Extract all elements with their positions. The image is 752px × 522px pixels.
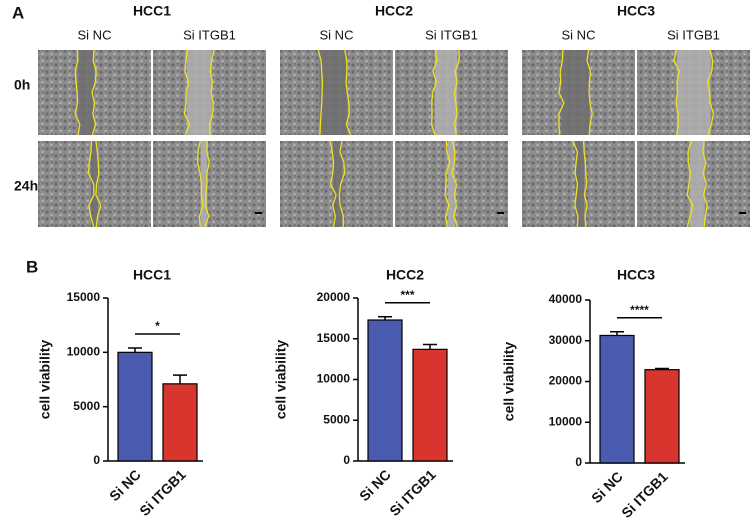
wound-gap bbox=[186, 50, 212, 135]
wound-gap bbox=[91, 141, 98, 227]
panel-label: A bbox=[12, 3, 24, 22]
column-label: Si ITGB1 bbox=[667, 27, 720, 42]
wound-edge bbox=[702, 140, 708, 228]
y-axis-label: cell viability bbox=[501, 342, 517, 422]
error-bar bbox=[610, 331, 624, 336]
wound-edge bbox=[444, 140, 451, 228]
bar bbox=[367, 319, 403, 462]
y-tick-label: 20000 bbox=[317, 290, 351, 304]
group-title: HCC2 bbox=[375, 3, 413, 19]
wound-edge bbox=[208, 49, 215, 136]
column-label: Si NC bbox=[78, 27, 112, 42]
group-title: HCC3 bbox=[617, 3, 655, 19]
error-bar bbox=[655, 367, 669, 370]
wound-edge bbox=[707, 49, 715, 136]
y-tick-label: 0 bbox=[93, 453, 100, 467]
wound-gap bbox=[690, 141, 705, 227]
column-label: Si NC bbox=[320, 27, 354, 42]
significance-label: *** bbox=[400, 288, 414, 302]
wound-edge bbox=[183, 49, 191, 136]
error-bar bbox=[128, 347, 142, 353]
wound-edge bbox=[197, 140, 204, 228]
scale-bar bbox=[497, 212, 504, 214]
bar bbox=[162, 383, 198, 462]
wound-edge bbox=[95, 140, 102, 228]
bar bbox=[599, 334, 635, 464]
wound-edge bbox=[586, 49, 593, 136]
wound-gap bbox=[575, 141, 585, 227]
wound-gap bbox=[319, 50, 348, 135]
chart-title: HCC3 bbox=[617, 267, 655, 283]
wound-gap bbox=[434, 50, 458, 135]
wound-gap bbox=[200, 141, 208, 227]
significance-label: * bbox=[155, 319, 160, 333]
error-bar bbox=[173, 374, 187, 384]
y-tick-label: 10000 bbox=[67, 345, 101, 359]
wound-edge bbox=[451, 140, 459, 228]
column-label: Si NC bbox=[562, 27, 596, 42]
wound-gap bbox=[77, 50, 95, 135]
x-tick-label: Si NC bbox=[588, 468, 626, 506]
y-tick-label: 15000 bbox=[67, 290, 101, 304]
group-title: HCC1 bbox=[133, 3, 171, 19]
error-bar bbox=[378, 315, 392, 321]
y-tick-label: 5000 bbox=[73, 399, 100, 413]
bar bbox=[117, 351, 153, 462]
y-axis-label: cell viability bbox=[273, 340, 289, 420]
wound-gap bbox=[676, 50, 711, 135]
y-tick-label: 30000 bbox=[549, 333, 583, 347]
y-tick-label: 0 bbox=[343, 453, 350, 467]
column-label: Si ITGB1 bbox=[183, 27, 236, 42]
micrograph bbox=[153, 141, 266, 227]
error-bar bbox=[423, 343, 437, 350]
panel-label: B bbox=[26, 257, 38, 276]
y-tick-label: 40000 bbox=[549, 292, 583, 306]
wound-gap bbox=[333, 141, 343, 227]
x-tick-label: Si ITGB1 bbox=[618, 468, 671, 521]
y-tick-label: 15000 bbox=[317, 331, 351, 345]
scale-bar bbox=[739, 212, 746, 214]
wound-edge bbox=[673, 49, 681, 136]
x-tick-label: Si NC bbox=[106, 466, 144, 504]
wound-edge bbox=[329, 140, 337, 228]
y-tick-label: 20000 bbox=[549, 374, 583, 388]
y-axis-label: cell viability bbox=[37, 340, 53, 420]
row-label: 0h bbox=[14, 77, 30, 93]
row-label: 24h bbox=[14, 178, 38, 194]
bar bbox=[644, 369, 680, 464]
y-tick-label: 5000 bbox=[323, 412, 350, 426]
wound-edge bbox=[338, 140, 346, 228]
wound-gap bbox=[561, 50, 590, 135]
scale-bar bbox=[255, 212, 262, 214]
x-tick-label: Si NC bbox=[356, 466, 394, 504]
x-tick-label: Si ITGB1 bbox=[136, 466, 189, 519]
x-tick-label: Si ITGB1 bbox=[386, 466, 439, 519]
wound-edge bbox=[344, 49, 352, 136]
wound-edge bbox=[558, 49, 565, 136]
wound-edge bbox=[204, 140, 210, 228]
wound-edge bbox=[74, 49, 81, 136]
wound-edge bbox=[453, 49, 460, 136]
y-tick-label: 10000 bbox=[549, 414, 583, 428]
bar bbox=[412, 348, 448, 462]
wound-gap bbox=[448, 141, 455, 227]
wound-edge bbox=[686, 140, 694, 228]
chart-title: HCC1 bbox=[133, 267, 171, 283]
column-label: Si ITGB1 bbox=[425, 27, 478, 42]
wound-edge bbox=[317, 49, 324, 136]
wound-edge bbox=[431, 49, 438, 136]
wound-edge bbox=[91, 49, 97, 136]
wound-edge bbox=[87, 140, 95, 228]
wound-edge bbox=[572, 140, 579, 228]
y-tick-label: 0 bbox=[575, 455, 582, 469]
chart-title: HCC2 bbox=[386, 267, 424, 283]
wound-edge bbox=[582, 140, 588, 228]
significance-label: **** bbox=[630, 303, 649, 317]
y-tick-label: 10000 bbox=[317, 372, 351, 386]
